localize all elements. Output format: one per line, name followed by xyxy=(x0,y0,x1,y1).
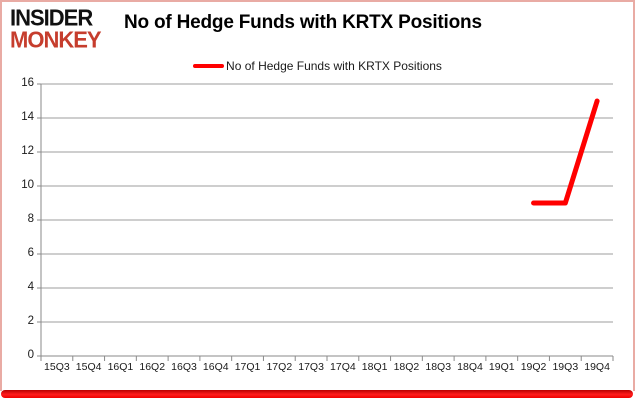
chart-title: No of Hedge Funds with KRTX Positions xyxy=(124,12,482,33)
logo-line-monkey: MONKEY xyxy=(10,26,102,53)
x-axis-label: 19Q3 xyxy=(552,361,579,373)
x-axis-label: 19Q1 xyxy=(488,361,515,373)
x-axis-label: 17Q3 xyxy=(298,361,324,373)
x-axis-label: 18Q3 xyxy=(425,361,452,373)
x-axis-label: 17Q2 xyxy=(266,361,293,373)
x-axis-label: 17Q4 xyxy=(330,361,356,373)
chart-card xyxy=(0,0,635,391)
x-axis-label: 16Q2 xyxy=(139,361,166,373)
chart-svg xyxy=(37,83,614,361)
logo-line-insider: INSIDER xyxy=(10,4,93,31)
x-axis-label: 18Q4 xyxy=(457,361,483,373)
x-axis-label: 16Q3 xyxy=(171,361,197,373)
x-axis-label: 19Q4 xyxy=(584,361,610,373)
legend: No of Hedge Funds with KRTX Positions xyxy=(0,58,635,74)
y-axis-label: 6 xyxy=(27,247,34,259)
x-axis-label: 16Q1 xyxy=(107,361,134,373)
x-axis-label: 15Q3 xyxy=(44,361,70,373)
x-axis-label: 15Q4 xyxy=(75,361,102,373)
legend-line-swatch xyxy=(193,63,225,69)
x-axis-label: 17Q1 xyxy=(234,361,261,373)
y-axis-label: 10 xyxy=(21,179,34,191)
y-axis-label: 16 xyxy=(21,77,34,89)
y-axis-label: 0 xyxy=(27,349,34,361)
legend-label: No of Hedge Funds with KRTX Positions xyxy=(226,59,442,73)
x-axis-label: 16Q4 xyxy=(202,361,229,373)
y-axis-label: 4 xyxy=(27,281,34,293)
bottom-red-bar xyxy=(1,390,633,398)
x-axis-label: 18Q1 xyxy=(361,361,388,373)
y-axis-label: 14 xyxy=(21,111,34,123)
y-axis-label: 8 xyxy=(27,213,34,225)
y-axis-label: 2 xyxy=(27,315,34,327)
x-axis-label: 19Q2 xyxy=(520,361,547,373)
insider-monkey-logo: INSIDER MONKEY xyxy=(10,4,102,53)
x-axis-label: 18Q2 xyxy=(393,361,420,373)
series-line-krtx xyxy=(531,98,600,206)
y-axis-label: 12 xyxy=(21,145,34,157)
